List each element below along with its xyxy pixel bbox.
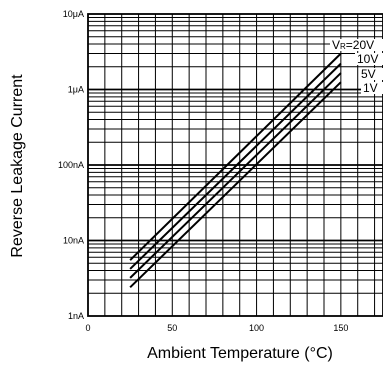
x-axis-label: Ambient Temperature (°C) (147, 345, 333, 362)
y-axis-label: Reverse Leakage Current (9, 74, 26, 258)
x-tick-label: 100 (249, 323, 264, 333)
y-tick-label: 100nA (58, 160, 84, 170)
series-line-5V (129, 72, 342, 279)
series-line-1V (129, 81, 342, 289)
x-tick-label: 0 (85, 323, 90, 333)
y-tick-label: 10nA (63, 236, 84, 246)
y-tick-label: 10μA (63, 9, 84, 19)
series-label-20V: VR=20V (332, 38, 374, 52)
series-lines (129, 52, 342, 289)
series-label-5V: 5V (361, 67, 376, 81)
x-tick-label: 150 (333, 323, 348, 333)
series-line-20V (129, 52, 342, 261)
series-line-10V (129, 62, 342, 270)
x-tick-label: 50 (167, 323, 177, 333)
plot-border (87, 13, 383, 317)
y-tick-label: 1μA (68, 85, 84, 95)
y-tick-label: 1nA (68, 311, 84, 321)
y-tick-labels: 1nA 10nA 100nA 1μA 10μA (58, 9, 84, 321)
series-label-10V: 10V (357, 52, 378, 66)
series-label-backdrop (330, 39, 383, 51)
x-tick-labels: 0 50 100 150 (85, 323, 348, 333)
series-label-backdrop (361, 82, 383, 94)
series-label-backdrop (355, 53, 383, 65)
plot-frame (87, 13, 383, 317)
series-label-backdrop (359, 68, 383, 80)
series-label-1V: 1V (363, 81, 378, 95)
